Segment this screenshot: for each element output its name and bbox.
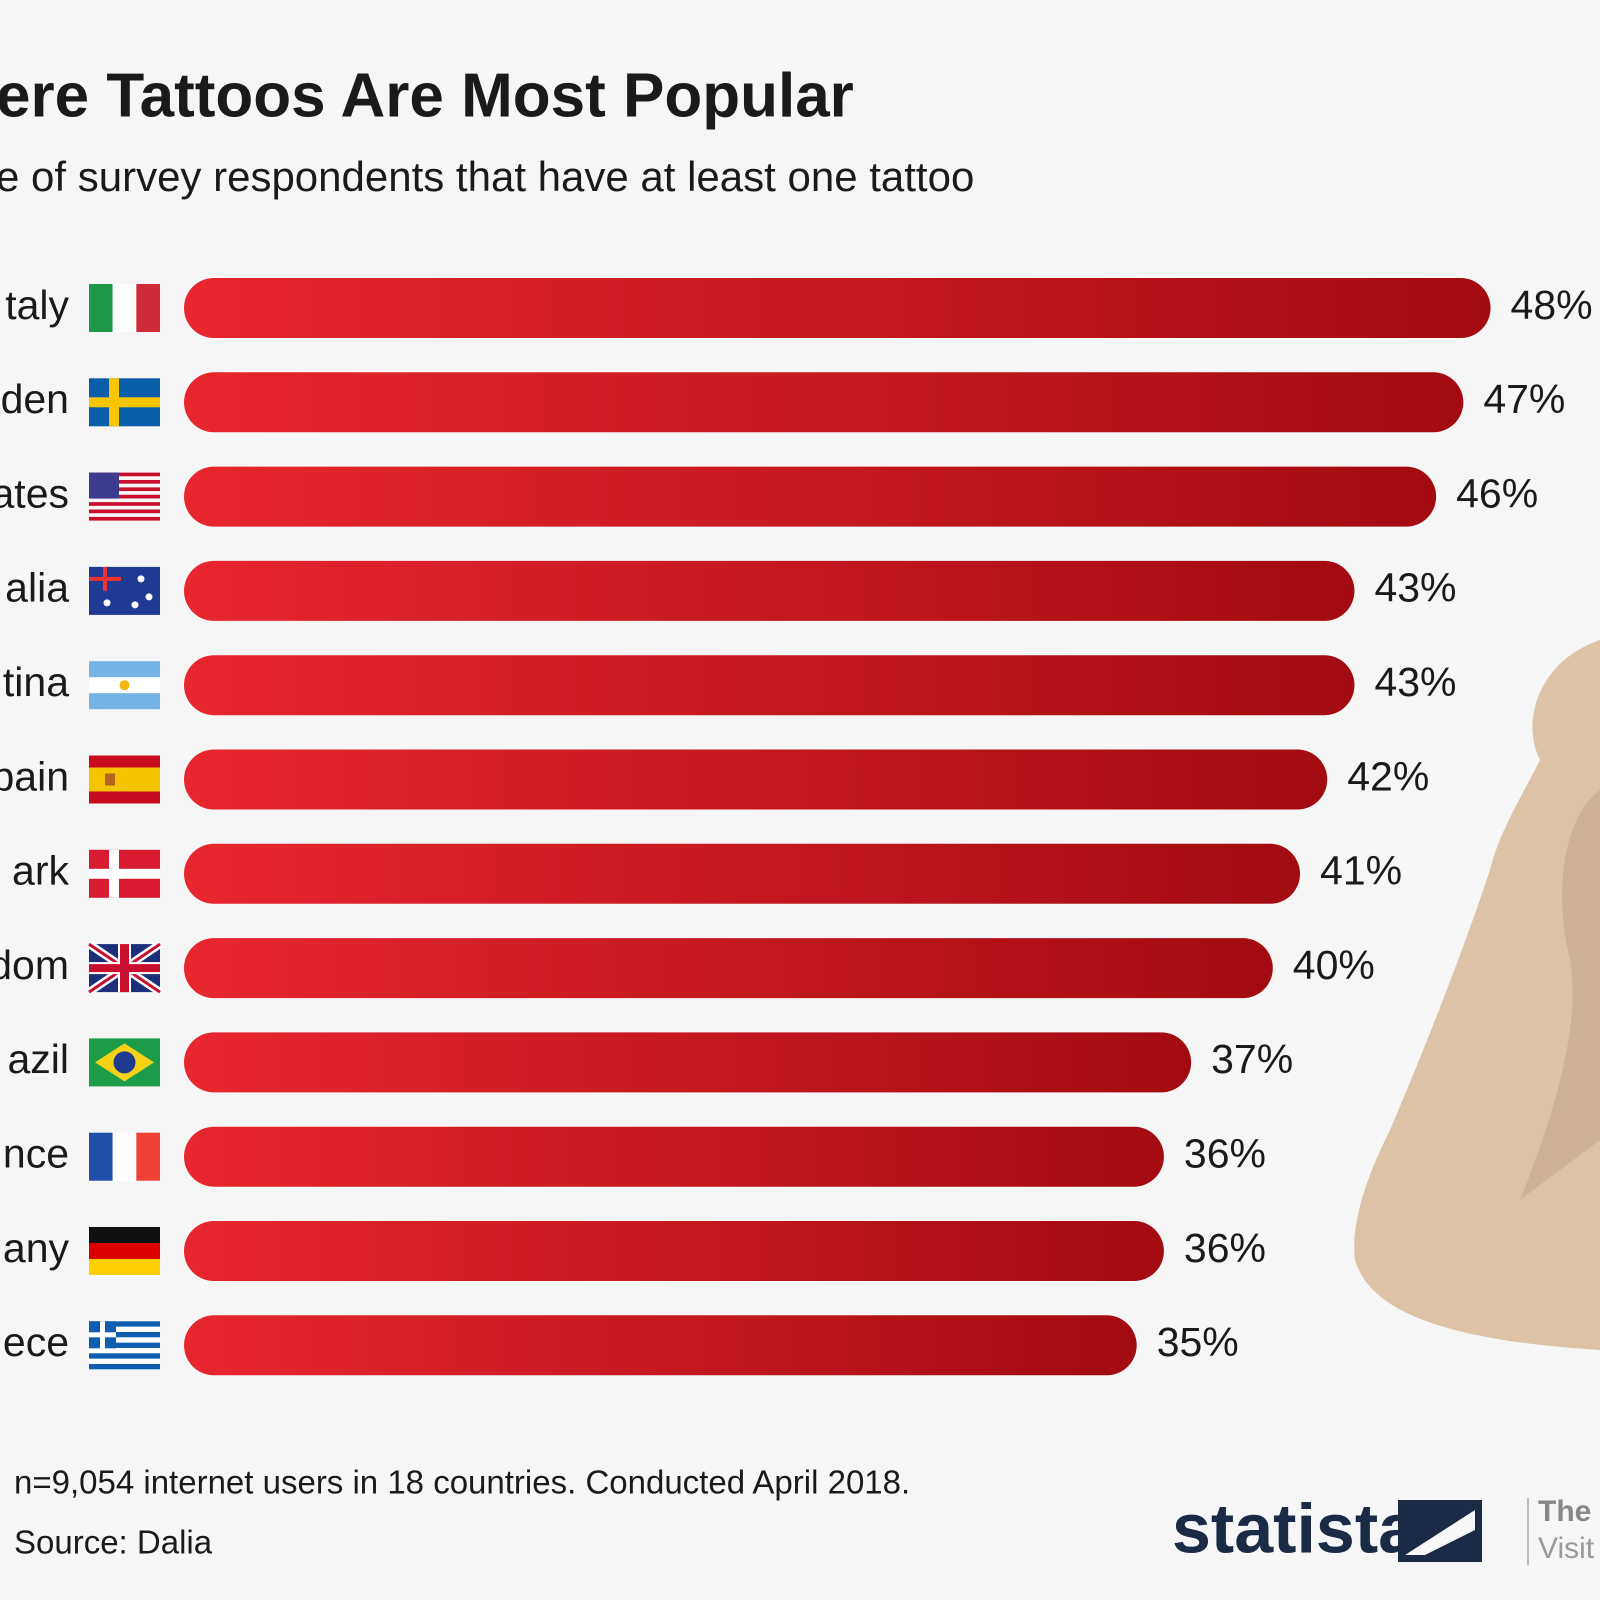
flag-part bbox=[89, 868, 160, 879]
flag-part bbox=[89, 1342, 160, 1348]
category-label: azil bbox=[7, 1036, 69, 1082]
flag-part bbox=[89, 1363, 160, 1370]
flag-part bbox=[89, 509, 160, 514]
flag-part bbox=[137, 575, 145, 583]
footnote: n=9,054 internet users in 18 countries. … bbox=[14, 1464, 910, 1501]
bar bbox=[184, 938, 1273, 999]
bar bbox=[184, 278, 1491, 338]
category-label: ark bbox=[12, 848, 69, 894]
category-label: taly bbox=[5, 282, 69, 328]
flag-part bbox=[89, 767, 160, 792]
flag-part bbox=[89, 494, 160, 499]
flag-part bbox=[120, 944, 129, 993]
value-label: 41% bbox=[1320, 848, 1402, 894]
category-label: nce bbox=[3, 1131, 69, 1177]
bar bbox=[184, 372, 1464, 433]
chart-subtitle: e of survey respondents that have at lea… bbox=[0, 153, 974, 200]
bar bbox=[184, 1315, 1137, 1376]
flag-part bbox=[89, 1321, 160, 1327]
category-label: den bbox=[1, 376, 69, 422]
flag-part bbox=[113, 1051, 136, 1074]
bar bbox=[184, 749, 1328, 810]
category-label: any bbox=[3, 1225, 70, 1271]
value-label: 48% bbox=[1511, 282, 1593, 328]
value-label: 43% bbox=[1374, 565, 1456, 611]
bar bbox=[184, 1032, 1192, 1093]
brand-logo: statista bbox=[1172, 1489, 1418, 1567]
bar bbox=[184, 1221, 1164, 1281]
flag-part bbox=[89, 1353, 160, 1359]
flag-part bbox=[89, 1331, 160, 1338]
value-label: 42% bbox=[1347, 753, 1429, 799]
flag-part bbox=[112, 1132, 137, 1181]
side-text: The bbox=[1538, 1495, 1591, 1528]
flag-part bbox=[89, 397, 160, 408]
brand-icon-mark bbox=[1405, 1510, 1475, 1555]
flag-part bbox=[89, 479, 160, 484]
value-label: 36% bbox=[1184, 1131, 1266, 1177]
flag-part bbox=[136, 284, 160, 332]
flag-part bbox=[105, 773, 115, 786]
flag-part bbox=[89, 502, 160, 506]
value-label: 36% bbox=[1184, 1225, 1266, 1271]
flag-part bbox=[89, 1259, 160, 1275]
bar bbox=[184, 843, 1301, 904]
category-label: dom bbox=[0, 942, 69, 988]
flag-part bbox=[89, 566, 160, 615]
flag-part bbox=[103, 566, 107, 591]
chart-title: ere Tattoos Are Most Popular bbox=[0, 61, 854, 130]
bar bbox=[184, 560, 1355, 621]
source: Source: Dalia bbox=[14, 1524, 213, 1561]
flag-part bbox=[89, 472, 160, 477]
flag-part bbox=[103, 599, 111, 607]
flag-part bbox=[136, 1132, 160, 1181]
flag-part bbox=[89, 1132, 113, 1181]
category-label: alia bbox=[5, 565, 69, 611]
flag-part bbox=[100, 1321, 105, 1349]
flag-part bbox=[109, 849, 119, 898]
flag-part bbox=[89, 472, 119, 499]
value-label: 47% bbox=[1483, 376, 1565, 422]
flag-part bbox=[119, 680, 130, 691]
bar bbox=[184, 655, 1355, 716]
value-label: 40% bbox=[1293, 942, 1375, 988]
category-label: tina bbox=[3, 659, 69, 705]
side-text: Visit bbox=[1538, 1532, 1595, 1565]
category-label: ates bbox=[0, 470, 69, 516]
bar bbox=[184, 466, 1437, 527]
flag-part bbox=[112, 284, 137, 332]
flag-part bbox=[89, 516, 160, 521]
value-label: 37% bbox=[1211, 1036, 1293, 1082]
flag-part bbox=[109, 378, 119, 427]
arm-shade bbox=[1520, 790, 1600, 1200]
flag-part bbox=[89, 487, 160, 492]
flag-part bbox=[145, 593, 153, 601]
value-label: 46% bbox=[1456, 470, 1538, 516]
category-label: pain bbox=[0, 753, 69, 799]
flag-part bbox=[131, 601, 139, 609]
value-label: 43% bbox=[1374, 659, 1456, 705]
flag-part bbox=[89, 1227, 160, 1243]
flag-part bbox=[89, 284, 113, 332]
value-label: 35% bbox=[1157, 1319, 1239, 1365]
bar bbox=[184, 1126, 1164, 1187]
flag-part bbox=[89, 1243, 160, 1259]
category-label: ece bbox=[3, 1319, 69, 1365]
